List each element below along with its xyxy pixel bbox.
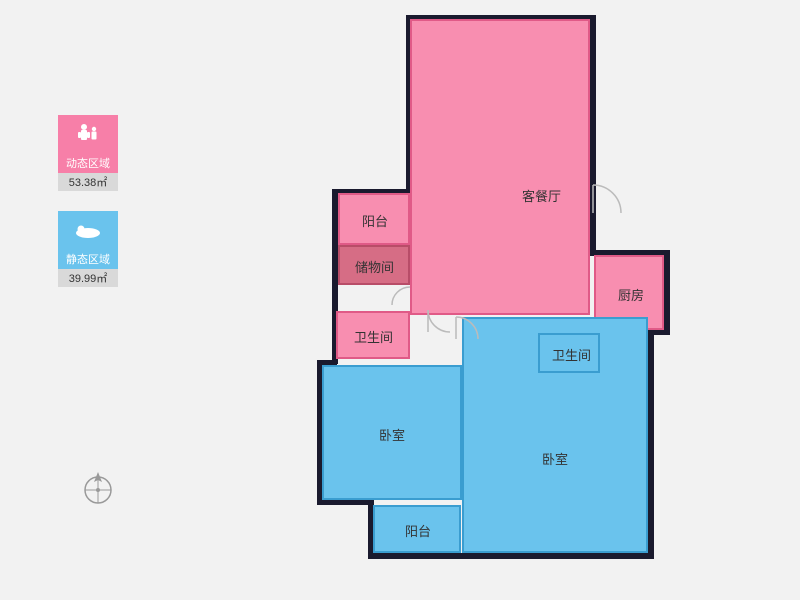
room-label: 卧室 — [379, 425, 405, 444]
room-label: 卫生间 — [354, 327, 393, 346]
room-living-dining: 客餐厅 — [410, 19, 590, 315]
floorplan: 客餐厅 阳台 储物间 卫生间 厨房 卧室 卫生间 卧室 阳台 — [280, 15, 700, 585]
room-balcony1: 阳台 — [338, 193, 410, 245]
room-bedroom1: 卧室 — [322, 365, 462, 500]
room-label: 厨房 — [618, 285, 644, 304]
room-label: 客餐厅 — [522, 186, 561, 205]
wall — [664, 250, 670, 335]
sleep-icon — [58, 211, 118, 249]
compass-icon — [80, 470, 116, 511]
legend-dynamic-label: 动态区域 — [58, 153, 118, 173]
legend-dynamic: 动态区域 53.38㎡ — [58, 115, 118, 191]
room-balcony2: 阳台 — [373, 505, 461, 553]
legend-panel: 动态区域 53.38㎡ 静态区域 39.99㎡ — [58, 115, 118, 307]
room-label: 储物间 — [355, 257, 394, 276]
people-icon — [58, 115, 118, 153]
room-label: 阳台 — [405, 521, 431, 540]
room-bathroom2: 卫生间 — [538, 333, 600, 373]
room-storage: 储物间 — [338, 245, 410, 285]
room-label: 阳台 — [362, 211, 388, 230]
wall — [590, 15, 596, 255]
legend-static-label: 静态区域 — [58, 249, 118, 269]
room-bathroom1: 卫生间 — [336, 311, 410, 359]
room-label: 卧室 — [542, 449, 568, 468]
wall — [648, 329, 654, 559]
wall — [368, 553, 654, 559]
legend-dynamic-value: 53.38㎡ — [58, 173, 118, 191]
legend-static-value: 39.99㎡ — [58, 269, 118, 287]
legend-static: 静态区域 39.99㎡ — [58, 211, 118, 287]
room-label: 卫生间 — [552, 345, 591, 364]
